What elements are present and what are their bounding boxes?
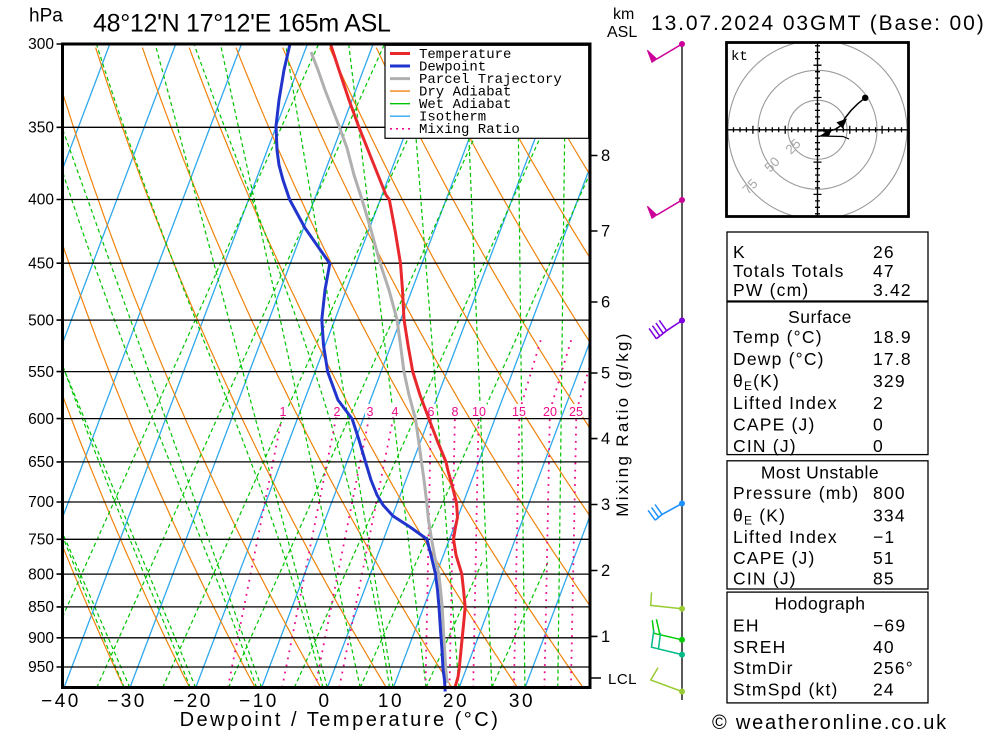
svg-text:850: 850 xyxy=(28,599,54,616)
svg-text:329: 329 xyxy=(873,371,906,391)
svg-text:800: 800 xyxy=(28,566,54,583)
svg-text:350: 350 xyxy=(28,120,54,137)
svg-text:Hodograph: Hodograph xyxy=(774,594,865,614)
svg-text:0: 0 xyxy=(318,691,331,712)
svg-text:6: 6 xyxy=(601,294,610,312)
svg-text:StmDir: StmDir xyxy=(733,658,794,678)
svg-text:0: 0 xyxy=(873,414,884,434)
svg-text:−1: −1 xyxy=(873,527,895,547)
svg-text:PW (cm): PW (cm) xyxy=(733,280,809,300)
svg-text:300: 300 xyxy=(28,36,54,53)
svg-text:StmSpd (kt): StmSpd (kt) xyxy=(733,679,839,699)
svg-text:13.07.2024 03GMT (Base: 00): 13.07.2024 03GMT (Base: 00) xyxy=(651,12,986,35)
svg-text:Temp (°C): Temp (°C) xyxy=(733,327,823,347)
svg-text:km: km xyxy=(613,6,634,23)
svg-text:256°: 256° xyxy=(873,658,914,678)
svg-text:450: 450 xyxy=(28,255,54,272)
svg-text:8: 8 xyxy=(601,147,610,165)
svg-text:550: 550 xyxy=(28,364,54,381)
svg-text:8: 8 xyxy=(452,405,459,419)
svg-text:Lifted Index: Lifted Index xyxy=(733,527,838,547)
svg-text:900: 900 xyxy=(28,630,54,647)
svg-text:47: 47 xyxy=(873,261,895,281)
svg-text:3: 3 xyxy=(367,405,374,419)
svg-text:24: 24 xyxy=(873,679,895,699)
svg-text:800: 800 xyxy=(873,483,906,503)
svg-text:2: 2 xyxy=(873,393,884,413)
svg-text:kt: kt xyxy=(731,49,748,65)
svg-text:500: 500 xyxy=(28,312,54,329)
svg-text:4: 4 xyxy=(392,405,399,419)
svg-text:−30: −30 xyxy=(107,691,147,712)
svg-text:17.8: 17.8 xyxy=(873,349,912,369)
svg-text:2: 2 xyxy=(601,562,610,580)
svg-text:θE (K): θE (K) xyxy=(733,506,786,528)
svg-text:1: 1 xyxy=(601,628,610,646)
svg-text:1: 1 xyxy=(280,405,287,419)
svg-text:85: 85 xyxy=(873,569,895,589)
svg-text:−40: −40 xyxy=(41,691,81,712)
svg-text:Totals Totals: Totals Totals xyxy=(733,261,845,281)
svg-text:Pressure (mb): Pressure (mb) xyxy=(733,483,859,503)
svg-text:3.42: 3.42 xyxy=(873,280,912,300)
svg-text:CIN (J): CIN (J) xyxy=(733,569,797,589)
svg-text:750: 750 xyxy=(28,532,54,549)
svg-text:Temperature: Temperature xyxy=(419,47,511,63)
svg-text:4: 4 xyxy=(601,430,610,448)
svg-text:0: 0 xyxy=(873,436,884,456)
svg-text:950: 950 xyxy=(28,659,54,676)
svg-text:10: 10 xyxy=(378,691,404,712)
svg-text:Mixing Ratio (g/kg): Mixing Ratio (g/kg) xyxy=(613,331,632,516)
svg-text:K: K xyxy=(733,242,746,262)
svg-text:600: 600 xyxy=(28,411,54,428)
svg-text:Wet Adiabat: Wet Adiabat xyxy=(419,97,511,113)
svg-text:Parcel Trajectory: Parcel Trajectory xyxy=(419,72,562,88)
svg-text:Surface: Surface xyxy=(788,307,852,327)
svg-text:−20: −20 xyxy=(173,691,213,712)
svg-text:40: 40 xyxy=(873,637,895,657)
svg-text:51: 51 xyxy=(873,548,895,568)
svg-text:5: 5 xyxy=(601,365,610,383)
svg-text:10: 10 xyxy=(472,405,486,419)
svg-text:−69: −69 xyxy=(873,616,906,636)
svg-text:CIN (J): CIN (J) xyxy=(733,436,797,456)
svg-text:48°12'N 17°12'E 165m ASL: 48°12'N 17°12'E 165m ASL xyxy=(93,10,391,38)
svg-text:334: 334 xyxy=(873,506,906,526)
svg-text:Most Unstable: Most Unstable xyxy=(761,462,879,482)
svg-text:15: 15 xyxy=(512,405,526,419)
svg-text:−10: −10 xyxy=(239,691,279,712)
svg-text:18.9: 18.9 xyxy=(873,327,912,347)
svg-text:2: 2 xyxy=(334,405,341,419)
svg-text:25: 25 xyxy=(569,405,583,419)
svg-text:Dewp (°C): Dewp (°C) xyxy=(733,349,825,369)
svg-text:3: 3 xyxy=(601,496,610,514)
svg-text:Dewpoint: Dewpoint xyxy=(419,60,486,76)
svg-text:Dry Adiabat: Dry Adiabat xyxy=(419,85,511,101)
svg-text:7: 7 xyxy=(601,223,610,241)
svg-text:20: 20 xyxy=(443,691,469,712)
svg-text:Lifted Index: Lifted Index xyxy=(733,393,838,413)
svg-text:650: 650 xyxy=(28,454,54,471)
svg-text:CAPE (J): CAPE (J) xyxy=(733,548,816,568)
svg-text:hPa: hPa xyxy=(29,6,63,27)
svg-text:30: 30 xyxy=(509,691,535,712)
svg-text:26: 26 xyxy=(873,242,895,262)
svg-text:SREH: SREH xyxy=(733,637,786,657)
svg-text:400: 400 xyxy=(28,192,54,209)
svg-text:© weatheronline.co.uk: © weatheronline.co.uk xyxy=(712,712,948,733)
svg-text:ASL: ASL xyxy=(607,24,637,41)
svg-text:CAPE (J): CAPE (J) xyxy=(733,414,816,434)
svg-text:6: 6 xyxy=(428,405,435,419)
svg-text:EH: EH xyxy=(733,616,760,636)
svg-text:Isotherm: Isotherm xyxy=(419,110,486,126)
svg-text:20: 20 xyxy=(543,405,557,419)
svg-text:Mixing Ratio: Mixing Ratio xyxy=(419,122,520,138)
svg-text:LCL: LCL xyxy=(608,671,637,688)
svg-text:700: 700 xyxy=(28,494,54,511)
svg-text:θE(K): θE(K) xyxy=(733,371,780,393)
svg-text:Dewpoint / Temperature (°C): Dewpoint / Temperature (°C) xyxy=(180,709,501,731)
